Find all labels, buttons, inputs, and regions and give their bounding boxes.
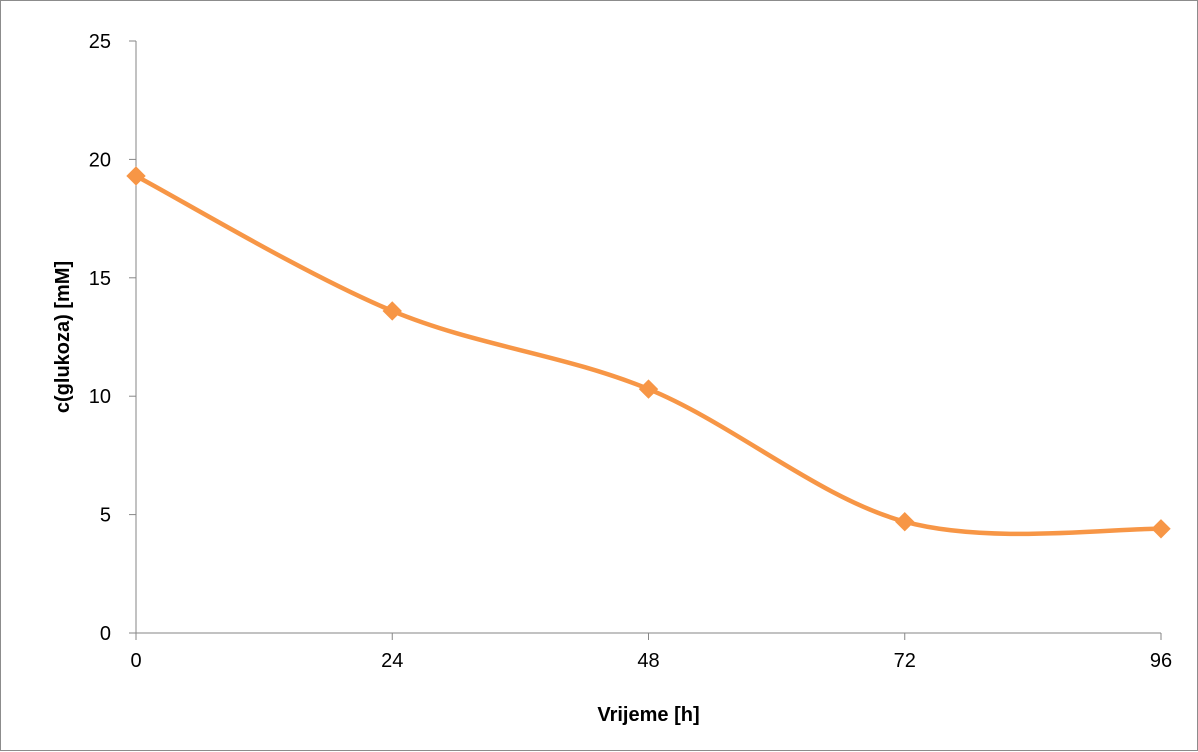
y-tick-label: 25 — [89, 31, 111, 53]
data-point-marker — [382, 301, 402, 321]
data-point-marker — [638, 379, 659, 399]
series-layer — [126, 166, 1171, 539]
y-axis: 0 5 10 15 20 25 — [89, 31, 137, 645]
data-point-marker — [895, 511, 915, 532]
data-point-marker — [126, 166, 146, 186]
x-axis: 0 24 48 72 96 — [130, 632, 1172, 672]
x-tick-label: 24 — [381, 650, 403, 672]
data-point-marker — [1151, 519, 1171, 539]
y-tick-label: 20 — [89, 149, 111, 171]
x-tick-label: 72 — [894, 650, 916, 672]
x-tick-label: 0 — [130, 650, 141, 672]
x-axis-title: Vrijeme [h] — [597, 704, 699, 726]
x-tick-label: 96 — [1150, 650, 1172, 672]
y-tick-label: 15 — [89, 268, 111, 290]
y-tick-label: 10 — [89, 386, 111, 408]
y-tick-label: 0 — [100, 623, 111, 645]
x-tick-label: 48 — [637, 650, 659, 672]
series-line — [133, 173, 1164, 537]
y-tick-label: 5 — [100, 505, 111, 527]
y-axis-title: c(glukoza) [mM] — [52, 261, 74, 413]
